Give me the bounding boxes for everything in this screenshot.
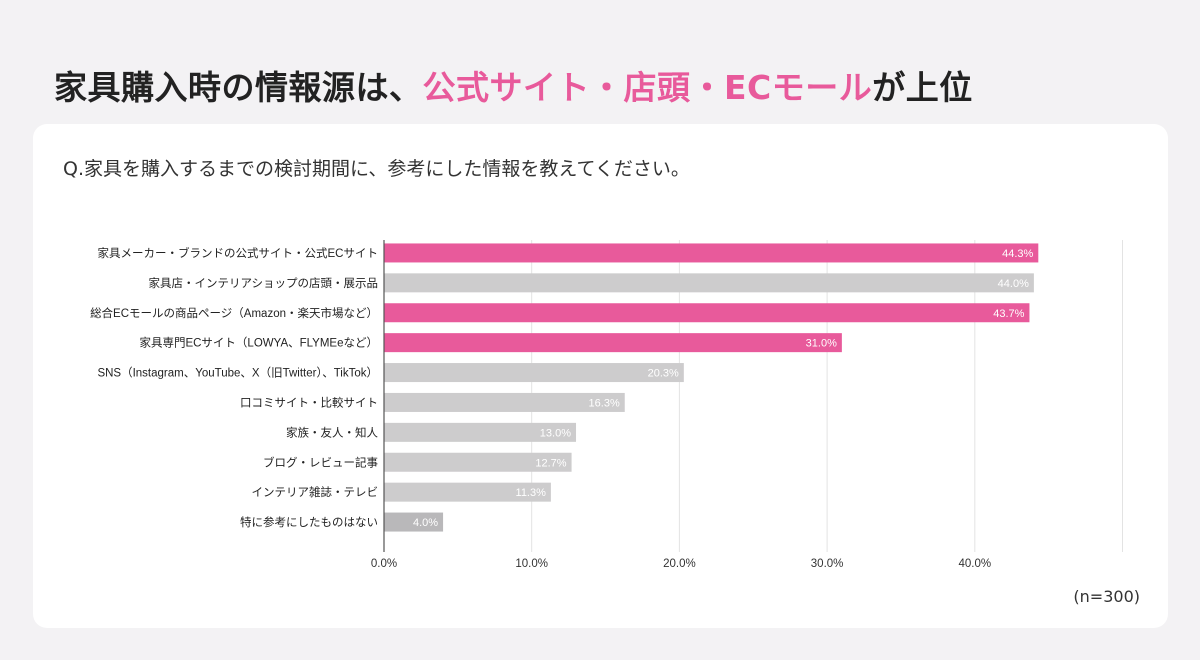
category-label: 家具メーカー・ブランドの公式サイト・公式ECサイト — [98, 246, 378, 260]
value-label: 43.7% — [993, 308, 1024, 320]
headline-suffix: が上位 — [872, 68, 973, 107]
value-label: 12.7% — [535, 457, 566, 469]
bar — [384, 392, 625, 412]
value-label: 20.3% — [648, 368, 679, 380]
chart-card: Q.家具を購入するまでの検討期間に、参考にした情報を教えてください。 家具メーカ… — [33, 124, 1168, 628]
sample-size-note: (n=300) — [1073, 587, 1140, 606]
category-label: 総合ECモールの商品ページ（Amazon・楽天市場など） — [90, 306, 378, 320]
category-label: インテリア雑誌・テレビ — [252, 485, 379, 499]
category-label: 口コミサイト・比較サイト — [240, 395, 378, 409]
bar — [384, 303, 1030, 323]
headline: 家具購入時の情報源は、公式サイト・店頭・ECモールが上位 — [54, 62, 973, 114]
value-label: 4.0% — [413, 517, 438, 529]
x-tick-label: 0.0% — [371, 558, 397, 570]
bar — [384, 363, 684, 383]
value-label: 31.0% — [806, 338, 837, 350]
bar — [384, 243, 1039, 263]
x-tick-label: 20.0% — [663, 558, 696, 570]
category-label: 家具専門ECサイト（LOWYA、FLYMEeなど） — [139, 336, 378, 350]
bar — [384, 512, 444, 532]
category-label: 家族・友人・知人 — [286, 425, 378, 439]
x-tick-label: 30.0% — [811, 558, 844, 570]
bar — [384, 333, 842, 353]
survey-question: Q.家具を購入するまでの検討期間に、参考にした情報を教えてください。 — [63, 158, 690, 180]
headline-highlight: 公式サイト・店頭・ECモール — [422, 68, 873, 107]
category-label: ブログ・レビュー記事 — [263, 455, 378, 469]
value-label: 13.0% — [540, 427, 571, 439]
value-label: 44.3% — [1002, 248, 1033, 260]
bar — [384, 482, 551, 502]
headline-prefix: 家具購入時の情報源は、 — [54, 68, 423, 107]
value-label: 11.3% — [516, 487, 547, 499]
bar — [384, 422, 577, 442]
bar-chart: 家具メーカー・ブランドの公式サイト・公式ECサイト 44.3% 家具店・インテリアシ… — [90, 240, 1123, 570]
x-tick-label: 10.0% — [515, 558, 548, 570]
value-label: 44.0% — [998, 278, 1029, 290]
value-label: 16.3% — [589, 397, 620, 409]
category-label: SNS（Instagram、YouTube、X（旧Twitter）、TikTok… — [97, 367, 378, 380]
x-tick-label: 40.0% — [958, 558, 991, 570]
bar — [384, 452, 572, 472]
category-label: 特に参考にしたものはない — [240, 515, 378, 529]
bar — [384, 273, 1034, 293]
category-label: 家具店・インテリアショップの店頭・展示品 — [148, 276, 378, 290]
